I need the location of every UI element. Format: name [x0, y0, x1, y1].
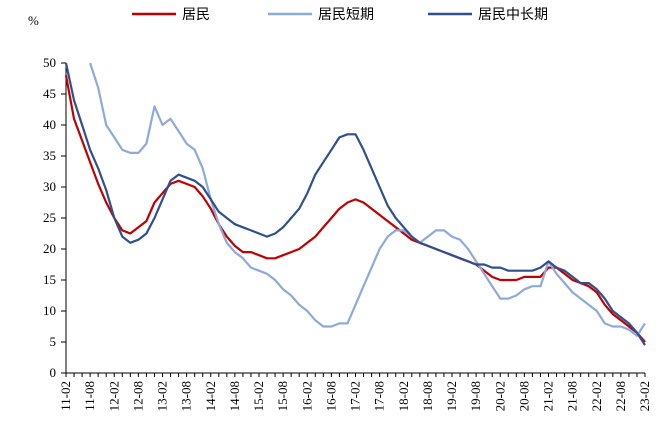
y-tick-label: 50: [43, 55, 56, 70]
x-tick-label: 16-08: [323, 381, 338, 411]
x-axis: 11-02 11-08 12-02 12-08 13-02 13-08 14-02 14-08…: [58, 372, 652, 411]
y-tick-label: 20: [43, 241, 56, 256]
y-tick-label: 15: [43, 272, 56, 287]
x-tick-label: 11-02: [58, 381, 73, 411]
x-tick-label: 18-02: [396, 381, 411, 411]
series-line-2: [89, 62, 646, 337]
legend-label-2: 居民短期: [318, 7, 374, 23]
x-tick-label: 14-08: [227, 381, 242, 411]
x-tick-label: 22-02: [589, 381, 604, 411]
x-tick-label: 19-08: [468, 381, 483, 411]
x-tick-label: 17-08: [372, 381, 387, 411]
series-line-1: [64, 75, 646, 343]
x-tick-label: 18-08: [420, 381, 435, 411]
legend: 居民 居民短期 居民中长期: [132, 7, 548, 23]
x-tick-label: 21-08: [565, 381, 580, 411]
x-tick-label: 12-08: [130, 381, 145, 411]
x-tick-label: 15-08: [275, 381, 290, 411]
legend-label-3: 居民中长期: [478, 7, 548, 23]
series-line-3: [64, 62, 646, 346]
y-tick-label: 45: [43, 86, 56, 101]
x-tick-label: 20-08: [516, 381, 531, 411]
x-tick-label: 11-08: [82, 381, 97, 411]
y-tick-label: 10: [43, 303, 56, 318]
y-axis: 0 5 10 15 20 25 30 35 40 45 50: [43, 55, 67, 380]
x-tick-label: 13-08: [179, 381, 194, 411]
x-tick-label: 23-02: [637, 381, 652, 411]
x-tick-label: 13-02: [155, 381, 170, 411]
x-tick-label: 12-02: [106, 381, 121, 411]
y-tick-label: 35: [43, 148, 56, 163]
y-tick-label: 25: [43, 210, 56, 225]
x-tick-label: 17-02: [348, 381, 363, 411]
x-tick-label: 15-02: [251, 381, 266, 411]
y-unit-label: %: [28, 13, 39, 28]
y-tick-label: 30: [43, 179, 56, 194]
series-layer: [64, 62, 646, 346]
y-tick-label: 40: [43, 117, 56, 132]
x-tick-label: 22-08: [613, 381, 628, 411]
y-tick-label: 0: [50, 365, 57, 380]
legend-label-1: 居民: [182, 7, 210, 23]
x-tick-label: 14-02: [203, 381, 218, 411]
x-tick-label: 16-02: [299, 381, 314, 411]
x-tick-label: 20-02: [492, 381, 507, 411]
x-tick-label: 19-02: [444, 381, 459, 411]
x-tick-label: 21-02: [541, 381, 556, 411]
y-tick-label: 5: [50, 334, 57, 349]
